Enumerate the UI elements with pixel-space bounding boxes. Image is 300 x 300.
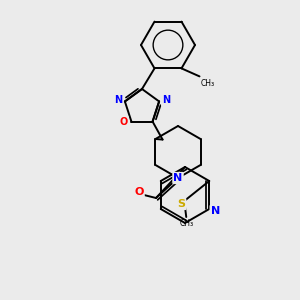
Text: O: O [119, 117, 128, 127]
Text: CH₃: CH₃ [179, 219, 193, 228]
Text: S: S [177, 199, 185, 209]
Text: N: N [162, 95, 170, 105]
Text: N: N [114, 95, 122, 105]
Text: N: N [173, 173, 183, 183]
Text: CH₃: CH₃ [200, 80, 214, 88]
Text: N: N [211, 206, 220, 216]
Text: O: O [134, 187, 144, 197]
